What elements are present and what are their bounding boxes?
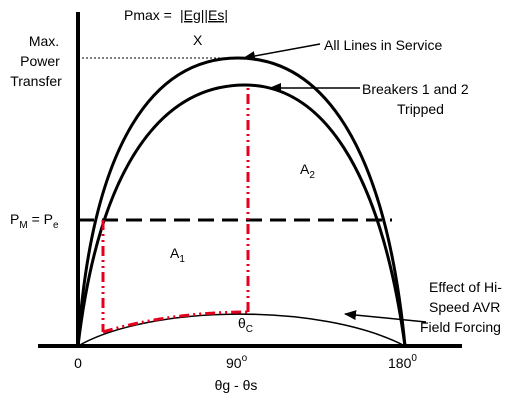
curve-all-lines-in-service — [76, 56, 407, 347]
x-axis-label: θg - θs — [215, 377, 258, 393]
max-label-line1: Max. — [29, 33, 59, 49]
label-breakers-line1: Breakers 1 and 2 — [362, 81, 469, 97]
label-breakers-line2: Tripped — [397, 101, 444, 117]
area-a2-label: A2 — [300, 161, 315, 181]
label-avr-line2: Speed AVR — [429, 299, 500, 315]
max-label-line3: Transfer — [10, 73, 62, 89]
curve-breakers-tripped — [76, 83, 407, 347]
curve-avr-field-forcing — [77, 313, 406, 347]
formula-lhs: Pmax = — [124, 7, 172, 23]
x-tick-180: 1800 — [388, 353, 417, 371]
max-label-line2: Power — [20, 53, 60, 69]
pm-pe-label: PM = Pe — [10, 211, 59, 231]
label-avr-line3: Field Forcing — [420, 319, 501, 335]
arrow-avr — [344, 310, 427, 323]
clearing-path-avr-segment — [102, 310, 249, 334]
formula-denominator: X — [193, 32, 203, 48]
label-all-lines: All Lines in Service — [324, 37, 442, 53]
area-a1-label: A1 — [170, 245, 185, 265]
x-tick-0: 0 — [74, 355, 82, 371]
x-tick-90: 90o — [226, 353, 248, 371]
label-avr-line1: Effect of Hi- — [429, 279, 502, 295]
formula-numerator: |Eg||Es| — [180, 7, 228, 23]
theta-c-label: θC — [238, 315, 253, 335]
arrow-all-lines — [243, 43, 321, 61]
